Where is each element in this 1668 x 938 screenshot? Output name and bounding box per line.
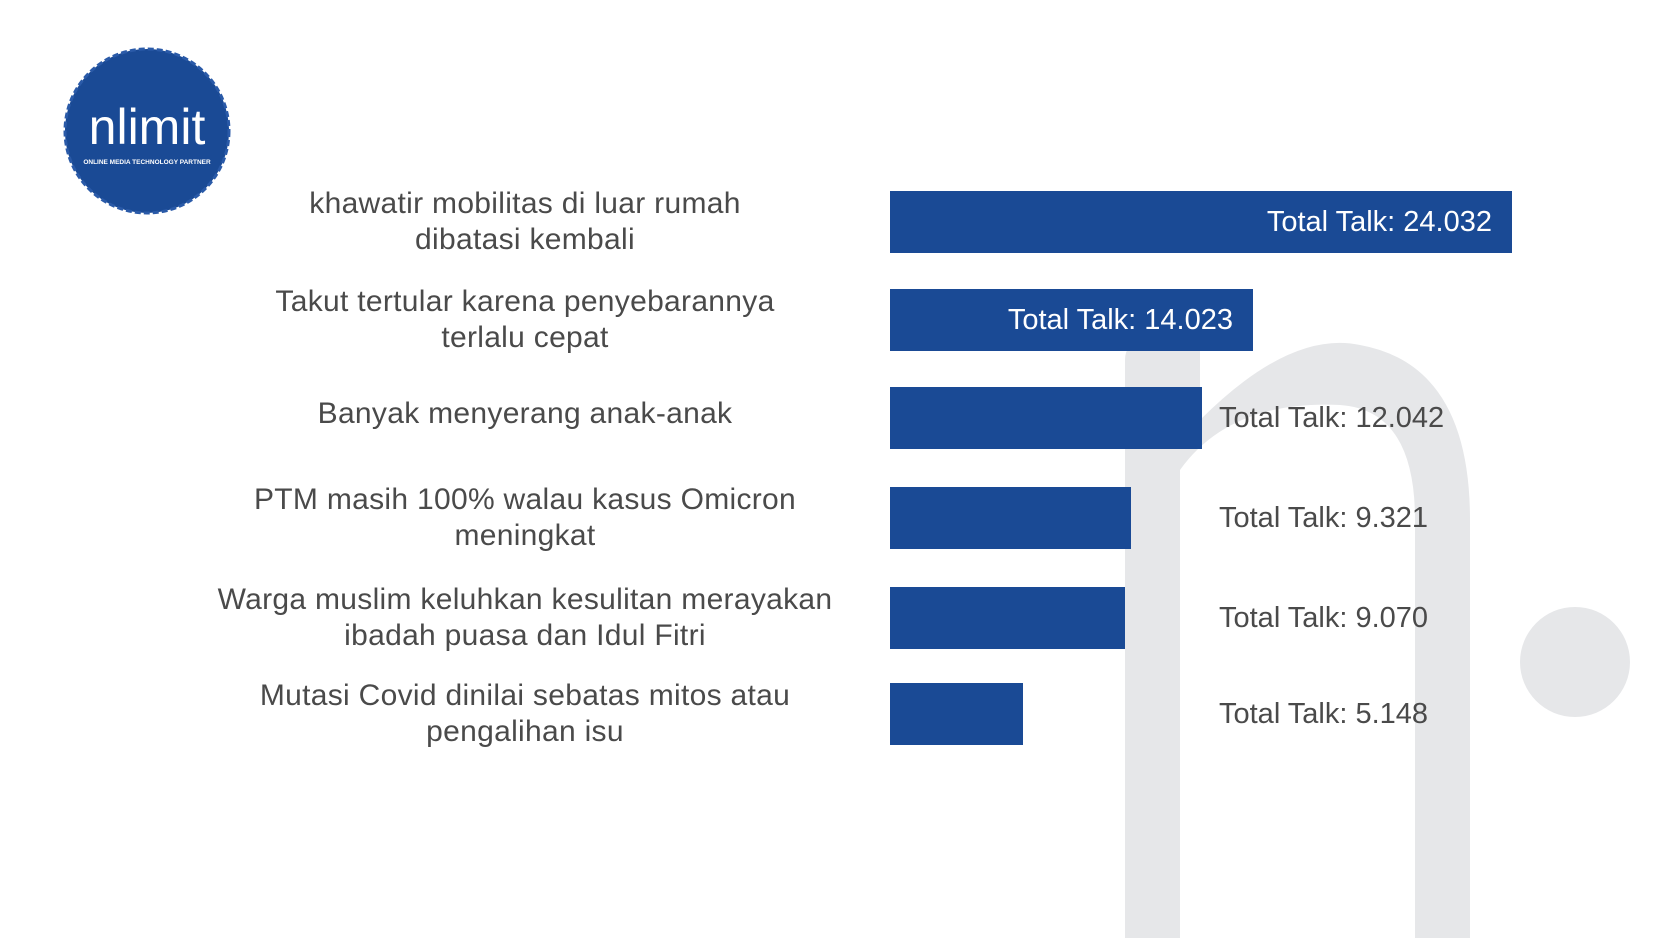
category-label: Warga muslim keluhkan kesulitan merayaka… [217, 583, 833, 652]
bar [890, 683, 1023, 745]
data-label: Total Talk: 5.148 [1219, 698, 1429, 730]
category-label: Takut tertular karena penyebarannya terl… [275, 285, 775, 354]
bar [890, 387, 1202, 449]
data-label: Total Talk: 9.070 [1219, 602, 1429, 634]
category-label: PTM masih 100% walau kasus Omicron menin… [253, 483, 797, 552]
logo-tagline: ONLINE MEDIA TECHNOLOGY PARTNER [83, 159, 211, 166]
category-label: Banyak menyerang anak-anak [317, 397, 733, 430]
bar [890, 487, 1131, 549]
data-label: Total Talk: 14.023 [1007, 304, 1233, 336]
category-label: Mutasi Covid dinilai sebatas mitos atau … [259, 679, 791, 748]
data-label: Total Talk: 24.032 [1266, 206, 1492, 238]
data-label: Total Talk: 12.042 [1219, 402, 1445, 434]
data-label: Total Talk: 9.321 [1219, 502, 1429, 534]
logo-wordmark: nlimit [89, 99, 206, 155]
category-label: khawatir mobilitas di luar rumah dibatas… [309, 187, 741, 256]
bar [890, 191, 1512, 253]
bar [890, 587, 1125, 649]
company-logo: nlimit ONLINE MEDIA TECHNOLOGY PARTNER [62, 46, 232, 216]
bar [890, 289, 1253, 351]
